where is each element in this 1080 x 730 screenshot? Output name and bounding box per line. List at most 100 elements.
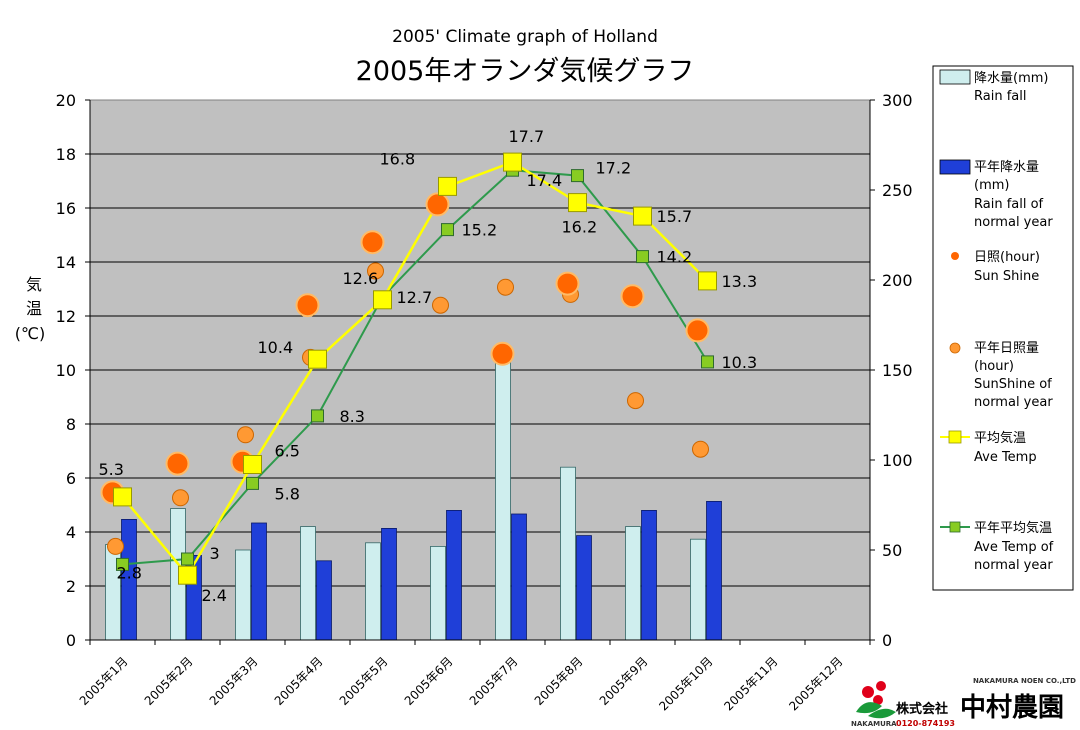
bar-rain-normal — [576, 535, 592, 641]
dot-sun-normal — [172, 489, 189, 507]
line-series — [121, 160, 709, 578]
dot-sun — [620, 284, 645, 309]
dot-sun — [490, 341, 515, 366]
data-label-temp-normal: 12.7 — [397, 288, 433, 307]
bar-series — [105, 355, 722, 641]
marker-temp-normal — [636, 250, 649, 264]
marker-temp-normal — [441, 223, 454, 237]
y-tick-label: 12 — [56, 307, 76, 326]
legend-label-temp-normal-en-2: normal year — [974, 558, 1053, 573]
legend-label-temp-normal: 平年平均気温 — [974, 520, 1052, 536]
data-labels: 5.3 2.4 6.5 10.4 12.6 16.8 17.7 16.2 15.7 13.3 2.8… — [99, 127, 758, 605]
y-tick-label: 10 — [56, 361, 76, 380]
bar-rain-normal — [706, 500, 722, 641]
data-label-temp: 16.8 — [380, 149, 416, 168]
legend: 降水量(mm) Rain fall 平年降水量 (mm) Rain fall o… — [932, 65, 1074, 591]
x-tick-label: 2005年5月 — [337, 654, 391, 708]
dot-sun — [360, 230, 385, 255]
bar-rain — [235, 549, 251, 641]
dot-sun-normal — [367, 262, 384, 280]
legend-marker-temp-normal — [949, 521, 961, 533]
legend-label-sun-normal-en-2: normal year — [974, 395, 1053, 410]
data-label-temp: 12.6 — [343, 269, 379, 288]
y2-tick-label: 0 — [882, 631, 892, 650]
chart-title: 2005年オランダ気候グラフ — [356, 56, 695, 87]
dot-sun — [425, 192, 450, 217]
data-label-temp: 16.2 — [562, 218, 598, 237]
y-tick-label: 18 — [56, 145, 76, 164]
legend-marker-temp — [948, 430, 962, 444]
data-label-temp-normal: 14.2 — [657, 248, 693, 267]
marker-temp — [243, 455, 262, 474]
y-tick-label: 6 — [66, 469, 76, 488]
bar-rain — [495, 355, 511, 641]
company-logo: NAKAMURA NOEN CO.,LTD NAKAMURA 株式会社 中村農園… — [851, 677, 1076, 728]
legend-swatch-rain-normal — [939, 159, 971, 175]
legend-label-rain-normal-en-2: normal year — [974, 215, 1053, 230]
y-tick-label: 16 — [56, 199, 76, 218]
y2-tick-label: 300 — [882, 91, 913, 110]
x-tick-label: 2005年7月 — [467, 654, 521, 708]
y-tick-label: 14 — [56, 253, 76, 272]
bar-rain-normal — [316, 560, 332, 641]
legend-swatch-sun-normal — [949, 342, 961, 354]
marker-temp — [178, 565, 197, 585]
legend-label-sun-normal: 平年日照量 — [974, 341, 1039, 356]
bar-rain-normal — [381, 528, 397, 641]
dot-sun-normal — [692, 440, 709, 458]
dot-sun-normal — [107, 537, 124, 555]
y-tick-label: 4 — [66, 523, 76, 542]
y-tick-label: 20 — [56, 91, 76, 110]
x-tick-label: 2005年4月 — [272, 654, 326, 708]
marker-temp-normal — [311, 409, 324, 423]
left-axis: 0 2 4 6 8 10 12 14 16 18 20 — [56, 91, 91, 650]
logo-flower-icon — [856, 681, 896, 719]
bar-rain-normal — [511, 513, 527, 641]
y2-tick-label: 200 — [882, 271, 913, 290]
marker-temp — [633, 206, 652, 226]
y-tick-label: 2 — [66, 577, 76, 596]
data-label-temp-normal: 15.2 — [462, 221, 498, 240]
bar-rain — [430, 546, 446, 641]
bar-rain-normal — [446, 509, 462, 641]
data-label-temp-normal: 10.3 — [722, 353, 758, 372]
dot-series — [100, 192, 710, 555]
bar-rain — [560, 466, 576, 641]
y2-tick-label: 50 — [882, 541, 902, 560]
y-tick-label: 8 — [66, 415, 76, 434]
data-label-temp-normal: 3 — [210, 544, 220, 563]
chart-subtitle: 2005' Climate graph of Holland — [392, 27, 658, 47]
data-label-temp: 10.4 — [258, 338, 294, 357]
data-label-temp: 15.7 — [657, 207, 693, 226]
logo-english-name: NAKAMURA NOEN CO.,LTD — [973, 677, 1076, 685]
bar-rain — [690, 538, 706, 641]
marker-temp-normal — [701, 355, 714, 369]
legend-label-temp-normal-en-1: Ave Temp of — [974, 540, 1054, 555]
logo-corp: 株式会社 — [896, 701, 948, 717]
x-tick-label: 2005年9月 — [597, 654, 651, 708]
y-axis-label-line-2: 温 — [26, 299, 42, 318]
x-tick-label: 2005年8月 — [532, 654, 586, 708]
legend-label-sun-en: Sun Shine — [974, 269, 1039, 284]
bar-rain — [300, 526, 316, 641]
data-label-temp: 13.3 — [722, 272, 758, 291]
legend-label-sun-normal-en-1: SunShine of — [974, 377, 1052, 392]
x-tick-label: 2005年12月 — [786, 654, 845, 713]
data-label-temp-normal: 5.8 — [275, 484, 300, 503]
x-tick-label: 2005年11月 — [721, 654, 780, 713]
dot-sun-normal — [237, 426, 254, 444]
dot-sun-normal — [432, 296, 449, 314]
y2-tick-label: 250 — [882, 181, 913, 200]
data-label-temp: 2.4 — [202, 586, 227, 605]
legend-box — [932, 65, 1074, 591]
line-temp — [121, 160, 709, 578]
data-label-temp-normal: 8.3 — [340, 407, 365, 426]
legend-label-sun-normal-unit: (hour) — [974, 359, 1014, 374]
y-tick-label: 0 — [66, 631, 76, 650]
legend-swatch-sun — [951, 252, 959, 260]
y-axis-label-line-1: 気 — [26, 275, 42, 294]
marker-temp-normal — [116, 557, 129, 571]
logo-brand: NAKAMURA — [851, 720, 897, 728]
y-axis-label-line-3: (℃) — [15, 324, 45, 343]
marker-temp — [308, 349, 327, 369]
